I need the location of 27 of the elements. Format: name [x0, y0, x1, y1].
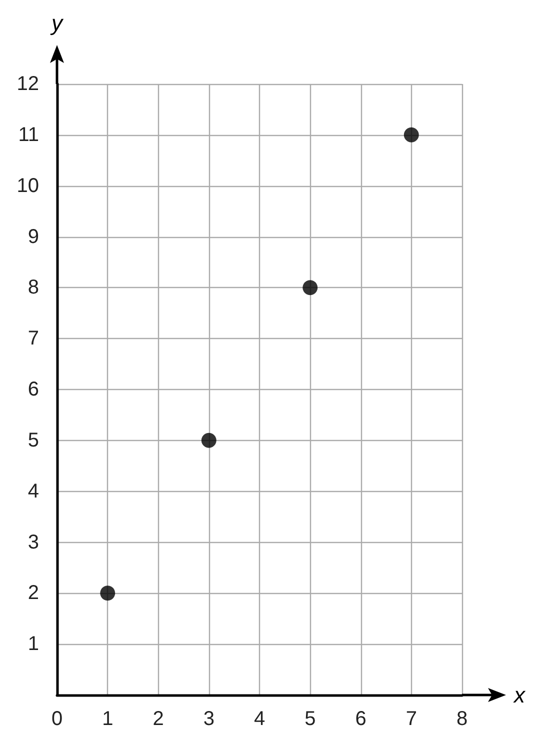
y-tick-label: 4: [28, 480, 39, 502]
x-axis-title: x: [513, 682, 526, 708]
x-tick-label: 3: [203, 708, 214, 730]
y-tick-label: 10: [16, 174, 39, 197]
point: [302, 280, 318, 296]
point: [404, 127, 419, 142]
x-tick-label: 8: [456, 708, 468, 730]
y-tick-label: 5: [28, 429, 39, 452]
point: [100, 586, 116, 601]
y-tick-label: 2: [28, 582, 39, 604]
y-tick-label: 3: [28, 531, 39, 554]
x-tick-label: 2: [152, 708, 164, 730]
y-axis-title: y: [50, 10, 64, 36]
x-tick-label: 0: [51, 708, 63, 730]
x-tick-label: 7: [406, 708, 417, 730]
point: [201, 432, 216, 448]
x-tick-label: 5: [304, 708, 316, 730]
x-tick-label: 1: [102, 708, 114, 730]
y-tick-label: 7: [28, 328, 39, 350]
y-tick-label: 8: [28, 276, 39, 299]
y-tick-label: 1: [28, 633, 39, 656]
y-tick-label: 12: [16, 73, 39, 95]
x-tick-label: 6: [355, 708, 366, 730]
y-tick-label: 6: [28, 378, 39, 400]
x-tick-label: 4: [254, 708, 266, 730]
y-tick-label: 9: [28, 226, 39, 248]
y-tick-label: 11: [18, 124, 39, 146]
